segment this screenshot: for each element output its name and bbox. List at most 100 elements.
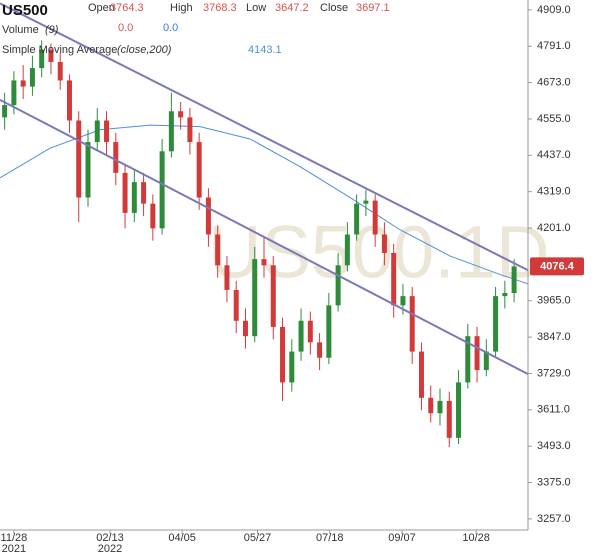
candle-body xyxy=(11,80,17,106)
year-label: 2021 xyxy=(2,543,26,555)
y-tick-label: 4791.0 xyxy=(537,40,571,52)
trend-line xyxy=(0,98,529,375)
candle-body xyxy=(280,326,286,383)
candle-body xyxy=(400,296,406,306)
candle-body xyxy=(372,200,378,235)
candle-body xyxy=(335,265,341,306)
watermark: US500.1D xyxy=(208,211,549,294)
y-tick-label: 3611.0 xyxy=(537,404,570,416)
candle-body xyxy=(483,351,489,371)
sma-line xyxy=(0,124,529,285)
candle-body xyxy=(94,120,100,143)
y-tick-label: 3257.0 xyxy=(537,513,571,525)
volume-value: 0.0 xyxy=(118,22,133,34)
candle-body xyxy=(363,200,369,204)
y-tick-label: 4319.0 xyxy=(537,186,571,198)
candle-body xyxy=(465,336,471,383)
price-tag xyxy=(530,257,584,276)
candle-body xyxy=(233,289,239,321)
candle-body xyxy=(446,400,452,438)
candle-body xyxy=(104,120,110,143)
candle-body xyxy=(20,80,26,87)
y-tick-label: 4201.0 xyxy=(537,222,571,234)
sma-name: Simple Moving Average xyxy=(2,44,117,56)
legend-value: 3647.2 xyxy=(275,2,309,14)
symbol: US500 xyxy=(2,2,48,19)
legend-value: 3764.3 xyxy=(110,2,144,14)
y-tick-label: 3847.0 xyxy=(537,331,571,343)
legend-label: Low xyxy=(246,2,266,14)
candle-body xyxy=(437,400,443,414)
candle-body xyxy=(317,342,323,358)
y-tick-label: 4673.0 xyxy=(537,76,571,88)
candle-body xyxy=(270,265,276,327)
candle-body xyxy=(261,259,267,266)
legend-label: Close xyxy=(320,2,348,14)
candle-body xyxy=(391,252,397,306)
legend-label: Open xyxy=(88,2,115,14)
y-tick-label: 3729.0 xyxy=(537,367,571,379)
x-tick-label: 05/27 xyxy=(244,532,272,544)
legend-value: 3697.1 xyxy=(356,2,390,14)
candle-body xyxy=(168,111,174,152)
y-tick-label: 4437.0 xyxy=(537,149,571,161)
candle-body xyxy=(428,397,434,414)
candle-body xyxy=(307,320,313,343)
candle-body xyxy=(456,382,462,438)
candle-body xyxy=(2,105,8,118)
candle-body xyxy=(66,80,72,121)
candle-body xyxy=(215,234,221,266)
volume-params: (9) xyxy=(45,24,59,36)
candle-body xyxy=(196,142,202,198)
candle-body xyxy=(326,305,332,358)
price-tag-label: 4076.4 xyxy=(540,260,575,272)
candle-body xyxy=(289,351,295,383)
x-tick-label: 02/13 xyxy=(96,532,124,544)
candle-body xyxy=(381,234,387,253)
plot-area xyxy=(0,2,529,448)
candle-body xyxy=(298,320,304,352)
y-tick-label: 3375.0 xyxy=(537,476,571,488)
candle-body xyxy=(502,293,508,297)
candle-body xyxy=(242,320,248,337)
x-tick-label: 10/28 xyxy=(462,532,490,544)
candle-body xyxy=(113,142,119,173)
sma-params: (close,200) xyxy=(117,44,172,56)
year-label: 2022 xyxy=(98,543,122,555)
candle-body xyxy=(57,61,63,81)
x-tick-label: 07/18 xyxy=(316,532,344,544)
candle-body xyxy=(159,151,165,229)
candle-body xyxy=(344,234,350,266)
candle-body xyxy=(205,197,211,235)
candle-body xyxy=(252,259,258,337)
candle-body xyxy=(354,203,360,235)
candle-body xyxy=(76,120,82,198)
candle-body xyxy=(122,172,128,213)
volume-name: Volume xyxy=(2,24,39,36)
candle-body xyxy=(29,68,35,87)
candle-body xyxy=(150,203,156,229)
y-tick-label: 4555.0 xyxy=(537,113,571,125)
x-tick-label: 11/28 xyxy=(1,532,28,544)
legend-value: 3768.3 xyxy=(203,2,237,14)
candle-body xyxy=(493,296,499,352)
candle-body xyxy=(224,265,230,290)
candle-body xyxy=(409,296,415,352)
trend-line xyxy=(0,2,529,272)
candle-body xyxy=(131,182,137,213)
candle-body xyxy=(418,351,424,398)
candle-body xyxy=(178,111,184,118)
volume-value: 0.0 xyxy=(163,22,178,34)
candle-body xyxy=(48,49,54,62)
candle-body xyxy=(474,336,480,371)
candle-body xyxy=(511,266,517,294)
candle-body xyxy=(39,49,45,69)
y-tick-label: 3965.0 xyxy=(537,295,571,307)
x-tick-label: 04/05 xyxy=(168,532,196,544)
y-tick-label: 3493.0 xyxy=(537,440,571,452)
candle-body xyxy=(187,117,193,143)
candle-body xyxy=(85,142,91,198)
y-tick-label: 4909.0 xyxy=(537,4,571,16)
sma-value: 4143.1 xyxy=(248,44,282,56)
